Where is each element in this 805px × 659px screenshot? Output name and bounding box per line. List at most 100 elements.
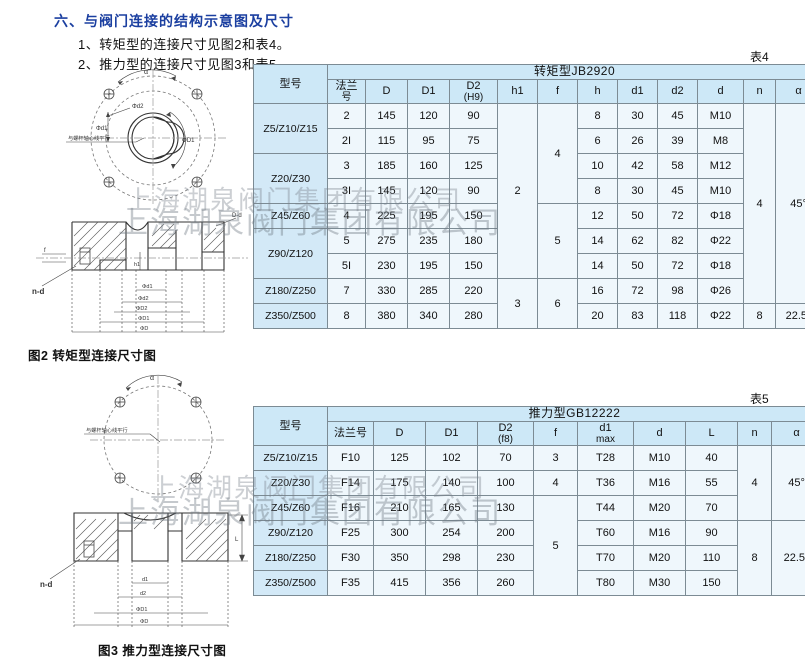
table5-col-flange: 法兰号 [328,421,374,446]
table5-model-header: 型号 [254,407,328,446]
table5-cell-D1: 356 [426,571,478,596]
table4-cell-d1: 50 [618,254,658,279]
svg-text:ΦD1: ΦD1 [182,138,195,144]
table5-cell-D: 125 [374,446,426,471]
table4-group-header-row: 型号 转矩型JB2920 [254,65,805,80]
table4-cell-D: 380 [366,304,408,329]
table5-cell-L: 150 [686,571,738,596]
table4-col-D1: D1 [408,79,450,104]
table5-cell-D1: 140 [426,471,478,496]
table4-cell-flange: 8 [328,304,366,329]
table4-column-header-row: 法兰 号 D D1 D2 (H9) h1 f h d1 d2 d n α [254,79,805,104]
table4-cell-D1: 160 [408,154,450,179]
table5-cell-d1max: T36 [578,471,634,496]
table5-col-L: L [686,421,738,446]
figure-3-face-view: α 与螺杆轴心线平行 [78,372,238,502]
bullet-item-1: 1、转矩型的连接尺寸见图2和表4。 [78,34,290,53]
table5-column-header-row: 法兰号 D D1 D2 (f8) f d1 max d L n α [254,421,805,446]
table4-cell-D2: 180 [450,229,498,254]
table4-cell-D1: 195 [408,254,450,279]
figure-2-label-nd: n-d [32,287,45,296]
figure-3-dim-d2: d2 [140,591,146,597]
table4-col-h1: h1 [498,79,538,104]
table5-cell-D1: 165 [426,496,478,521]
table5-cell-f: 3 [534,446,578,471]
table5-cell-D2: 230 [478,546,534,571]
section-title: 六、与阀门连接的结构示意图及尺寸 [54,11,294,31]
table4-cell-alpha: 22.5° [776,304,805,329]
table5-label: 表5 [750,390,769,407]
table5-cell-alpha: 22.5° [772,521,805,596]
figure-2-note: 与螺杆轴心线平行 [68,134,110,142]
table5-cell-D2: 200 [478,521,534,546]
table4-cell-D2: 90 [450,179,498,204]
table5-col-D1: D1 [426,421,478,446]
table-thrust-type: 型号 推力型GB12222 法兰号 D D1 D2 (f8) f d1 max … [253,406,805,596]
table5-cell-model: Z90/Z120 [254,521,328,546]
table5-cell-alpha: 45° [772,446,805,521]
figure-2-section-view: f n-d D-d h1 Φd1 Φd2 ΦD2 ΦD1 ΦD [26,208,256,343]
table5-col-f: f [534,421,578,446]
table4-cell-D: 230 [366,254,408,279]
table5-cell-d: M10 [634,446,686,471]
figure-2-label-Dd: D-d [232,213,242,219]
table4-cell-model: Z350/Z500 [254,304,328,329]
table4-cell-D: 145 [366,179,408,204]
table4-cell-h: 8 [578,179,618,204]
table4-cell-d: M10 [698,179,744,204]
table4-cell-d: Φ26 [698,279,744,304]
table4-cell-flange: 2I [328,129,366,154]
table4-cell-h: 12 [578,204,618,229]
table4-col-d1: d1 [618,79,658,104]
table4-cell-f: 5 [538,204,578,279]
table4-col-h: h [578,79,618,104]
table4-col-D: D [366,79,408,104]
table4-cell-d1: 72 [618,279,658,304]
table4-cell-D2: 90 [450,104,498,129]
table4-cell-D2: 150 [450,204,498,229]
table4-cell-flange: 3 [328,154,366,179]
table4-cell-d2: 98 [658,279,698,304]
table4-cell-n: 8 [744,304,776,329]
table4-cell-D2: 220 [450,279,498,304]
table5-cell-d1max: T60 [578,521,634,546]
table4-cell-D1: 120 [408,179,450,204]
figure-3-caption: 图3 推力型连接尺寸图 [98,640,226,659]
table5-col-d: d [634,421,686,446]
table4-cell-d: Φ22 [698,229,744,254]
table5-cell-model: Z20/Z30 [254,471,328,496]
table4-cell-D1: 95 [408,129,450,154]
table5-cell-f: 4 [534,471,578,496]
table5-cell-d: M20 [634,546,686,571]
table5-cell-D: 300 [374,521,426,546]
table4-cell-d2: 82 [658,229,698,254]
table5-cell-model: Z350/Z500 [254,571,328,596]
table4-cell-d1: 83 [618,304,658,329]
table4-cell-d: Φ18 [698,254,744,279]
table4-cell-f: 6 [538,279,578,329]
figure-2-face-view: α Φd2 Φd1 ΦD1 与螺杆轴心线平行 [58,68,248,213]
figure-2-dim-D: ΦD [140,326,148,332]
table4-cell-h: 14 [578,254,618,279]
table4-cell-d2: 45 [658,179,698,204]
table5-cell-D1: 102 [426,446,478,471]
figure-2-dim-d2: Φd2 [138,296,149,302]
table5-cell-d1max: T70 [578,546,634,571]
table4-cell-flange: 5I [328,254,366,279]
table5-cell-model: Z45/Z60 [254,496,328,521]
svg-text:α: α [144,69,148,76]
table4-cell-h: 16 [578,279,618,304]
table5-cell-D: 175 [374,471,426,496]
table4-cell-h: 6 [578,129,618,154]
table4-label: 表4 [750,48,769,65]
table4-cell-d1: 26 [618,129,658,154]
table4-cell-h1: 2 [498,104,538,279]
table4-cell-D2: 125 [450,154,498,179]
table4-cell-D1: 235 [408,229,450,254]
table5-cell-D2: 260 [478,571,534,596]
svg-text:f: f [44,248,46,254]
